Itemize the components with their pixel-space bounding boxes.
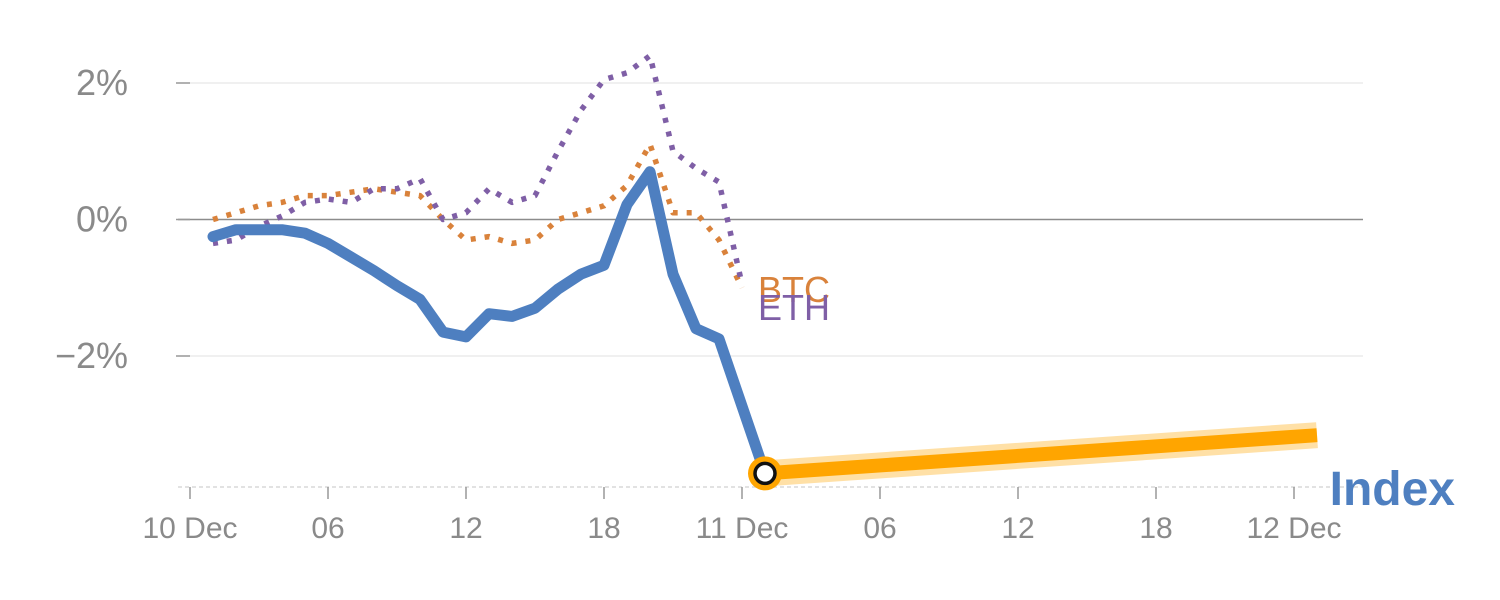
highlight-marker [753, 461, 777, 486]
series-line-eth [212, 52, 745, 285]
x-tick-label-5: 06 [863, 512, 896, 545]
x-tick-label-1: 06 [311, 512, 344, 545]
series-line-index [207, 166, 771, 479]
x-tick-label-2: 12 [449, 512, 482, 545]
y-tick-label-1: 0% [76, 199, 128, 240]
axis-layer: 2% 0% −2% 10 Dec 06 12 18 11 Dec 06 12 18 12 Dec [55, 62, 1363, 545]
series-label-index: Index [1330, 463, 1456, 516]
series-label-eth: ETH [758, 287, 830, 328]
grid-layer [178, 82, 1363, 357]
x-tick-label-3: 18 [587, 512, 620, 545]
x-tick-label-8: 12 Dec [1246, 512, 1341, 545]
series-line-index-projection [764, 428, 1318, 481]
series-layer [207, 52, 1318, 491]
x-tick-label-7: 18 [1139, 512, 1172, 545]
x-tick-label-4: 11 Dec [696, 512, 789, 545]
x-tick-label-6: 12 [1001, 512, 1034, 545]
label-layer: BTC ETH Index [758, 269, 1455, 516]
y-tick-label-0: 2% [76, 62, 128, 103]
series-label-btc: BTC [758, 269, 830, 310]
x-tick-label-0: 10 Dec [142, 512, 237, 545]
y-tick-label-2: −2% [55, 335, 128, 376]
